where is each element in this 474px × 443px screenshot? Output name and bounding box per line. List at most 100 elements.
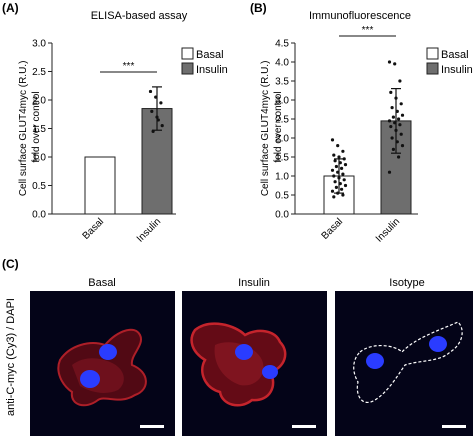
chart-a-legend-label-insulin: Insulin	[196, 64, 228, 76]
chart-a-point-insulin	[156, 118, 160, 122]
chart-b-legend-swatch-insulin	[426, 62, 439, 75]
chart-b-point-insulin	[387, 119, 392, 123]
chart-b-point-basal	[342, 178, 346, 182]
chart-b-significance-label: ***	[362, 25, 374, 36]
chart-a-legend-swatch-insulin	[181, 62, 194, 75]
chart-b-point-insulin	[397, 155, 401, 159]
chart-b-point-insulin	[387, 60, 392, 64]
chart-b-point-insulin	[390, 136, 394, 140]
chart-immunofluorescence: Immunofluorescence Cell surface GLUT4myc…	[260, 10, 473, 245]
chart-a-ytick-label: 1.5	[32, 124, 46, 135]
chart-b-point-insulin	[391, 115, 395, 119]
nucleus-insulin-1	[235, 344, 253, 360]
panel-label-a: (A)	[2, 1, 19, 15]
chart-b-point-insulin	[389, 125, 393, 129]
micrograph-insulin	[182, 291, 327, 436]
chart-a-xtick-basal: Basal	[81, 216, 106, 241]
chart-a-legend-label-basal: Basal	[196, 49, 224, 61]
chart-b-ytick-label: 3.5	[275, 77, 289, 88]
chart-b-point-basal	[338, 182, 342, 186]
chart-b-ytick-label: 3.0	[275, 96, 289, 107]
scale-bar-insulin	[292, 425, 316, 428]
chart-b-legend-swatch-basal	[426, 47, 439, 60]
chart-b-point-basal	[343, 163, 348, 167]
chart-b-point-basal	[343, 183, 348, 188]
chart-b-point-basal	[332, 153, 336, 157]
chart-b-title: Immunofluorescence	[309, 10, 411, 22]
chart-b-point-basal	[333, 180, 337, 184]
chart-b-legend-label-basal: Basal	[441, 49, 469, 61]
image-label-isotype: Isotype	[389, 277, 424, 289]
panel-label-b: (B)	[250, 1, 267, 15]
chart-b-legend-label-insulin: Insulin	[441, 64, 473, 76]
chart-b-marks: 0.0 0.5 1.0 1.5 2.0 2.5 3.0 3.5 4.0 4.5 Basal Insul…	[275, 25, 473, 245]
chart-b-ytick-label: 0.0	[275, 210, 289, 221]
chart-b-ytick-label: 2.5	[275, 115, 289, 126]
chart-a-point-insulin	[150, 109, 154, 113]
chart-a-ylabel: Cell surface GLUT4myc (R.U.) fold over c…	[18, 58, 42, 196]
chart-b-point-basal	[334, 164, 338, 169]
panel-label-c: (C)	[2, 257, 19, 271]
chart-a-ytick-label: 0.0	[32, 210, 46, 221]
chart-b-point-insulin	[400, 144, 405, 148]
chart-b-point-basal	[333, 159, 337, 163]
chart-b-point-insulin	[400, 113, 405, 117]
chart-b-point-insulin	[387, 170, 392, 174]
chart-b-point-insulin	[399, 132, 403, 136]
microscopy-ylabel: anti-C-myc (Cy3) / DAPI	[5, 298, 17, 416]
chart-b-ylabel-line2: fold over control	[273, 91, 284, 162]
chart-a-ylabel-line1: Cell surface GLUT4myc (R.U.)	[18, 61, 29, 197]
chart-a-xtick-insulin: Insulin	[135, 216, 163, 244]
image-label-basal: Basal	[88, 277, 116, 289]
chart-a-title: ELISA-based assay	[91, 10, 188, 22]
chart-b-point-insulin	[397, 117, 401, 121]
chart-a-bar-basal	[84, 156, 116, 215]
chart-b-point-insulin	[391, 147, 395, 151]
nucleus-basal-2	[80, 370, 100, 388]
chart-a-ytick-label: 1.0	[32, 153, 46, 164]
image-label-insulin: Insulin	[238, 277, 270, 289]
chart-a-significance-label: ***	[123, 61, 135, 72]
cell-outline-isotype	[353, 321, 463, 403]
chart-b-point-basal	[342, 157, 346, 161]
nucleus-basal-1	[99, 344, 117, 360]
chart-b-ytick-label: 4.5	[275, 39, 289, 50]
nucleus-insulin-2	[262, 365, 278, 379]
chart-b-point-basal	[332, 174, 336, 178]
chart-a-ytick-label: 2.0	[32, 96, 46, 107]
chart-b-xtick-insulin: Insulin	[374, 216, 402, 244]
chart-b-ytick-label: 1.0	[275, 172, 289, 183]
chart-b-xtick-basal: Basal	[320, 216, 345, 241]
chart-b-point-basal	[336, 144, 340, 148]
chart-b-point-insulin	[389, 90, 393, 94]
chart-b-point-basal	[341, 172, 345, 176]
chart-b-point-insulin	[398, 79, 402, 83]
chart-b-point-basal	[341, 149, 345, 153]
chart-a-point-insulin	[154, 95, 158, 99]
chart-b-point-basal	[336, 170, 340, 174]
chart-b-point-basal	[337, 155, 341, 159]
chart-b-point-insulin	[393, 62, 397, 66]
chart-b-ytick-label: 2.0	[275, 134, 289, 145]
chart-a-ytick-label: 0.5	[32, 181, 46, 192]
chart-a-ylabel-line2: fold over control	[31, 91, 42, 162]
chart-a-legend-swatch-basal	[181, 47, 194, 60]
chart-a-marks: 0.0 0.5 1.0 1.5 2.0 2.5 3.0 Basal Insulin *** Basa…	[32, 39, 228, 245]
chart-a-point-insulin	[159, 101, 163, 105]
scale-bar-basal	[140, 425, 164, 428]
micrograph-isotype-background	[335, 291, 473, 436]
chart-a-point-insulin	[160, 124, 164, 128]
chart-a-point-insulin	[148, 89, 153, 94]
micrograph-isotype	[335, 291, 473, 436]
chart-b-point-basal	[330, 168, 335, 172]
chart-b-point-basal	[340, 187, 344, 191]
chart-b-point-basal	[341, 193, 345, 197]
chart-b-ylabel-line1: Cell surface GLUT4myc (R.U.)	[260, 61, 271, 197]
chart-a-ytick-label: 3.0	[32, 39, 46, 50]
chart-b-point-basal	[340, 166, 344, 170]
chart-elisa: ELISA-based assay Cell surface GLUT4myc …	[18, 10, 228, 245]
chart-b-point-basal	[334, 185, 338, 189]
chart-b-point-insulin	[399, 102, 403, 106]
chart-a-point-insulin	[151, 129, 155, 133]
